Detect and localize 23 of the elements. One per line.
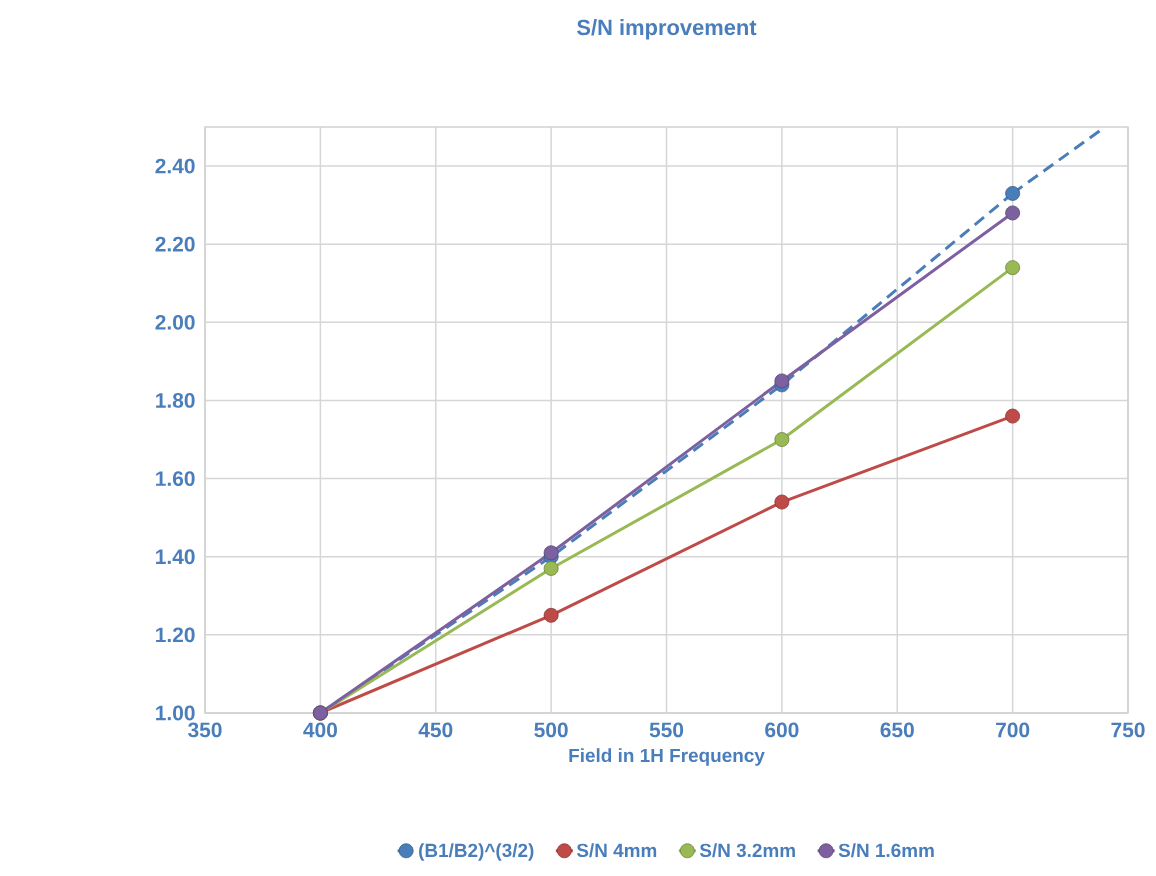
x-axis-title: Field in 1H Frequency (569, 748, 765, 766)
x-tick-label: 450 (418, 722, 453, 738)
y-tick-label: 1.00 (156, 705, 195, 721)
y-tick-label: 1.60 (156, 471, 195, 486)
x-tick-label: 600 (765, 722, 799, 738)
y-tick-label: 2.20 (155, 236, 195, 252)
y-tick-label: 1.40 (156, 549, 195, 565)
chart-title: S/N improvement (577, 19, 757, 40)
y-tick-label: 2.40 (155, 158, 195, 174)
x-tick-label: 400 (303, 722, 337, 738)
legend-label: S/N 3.2mm (699, 843, 795, 858)
x-tick-label: 650 (880, 722, 914, 738)
legend-label: S/N 1.6mm (838, 843, 934, 858)
y-tick-label: 1.20 (156, 627, 195, 643)
x-tick-label: 550 (649, 722, 684, 738)
y-tick-label: 2.00 (155, 314, 195, 330)
x-tick-label: 700 (996, 722, 1030, 738)
legend-label: (B1/B2)^(3/2) (419, 843, 534, 861)
x-tick-label: 350 (188, 722, 222, 738)
y-tick-label: 1.80 (156, 393, 195, 408)
x-tick-label: 500 (534, 722, 568, 738)
x-tick-label: 750 (1111, 722, 1145, 738)
legend-label: S/N 4mm (576, 843, 657, 858)
